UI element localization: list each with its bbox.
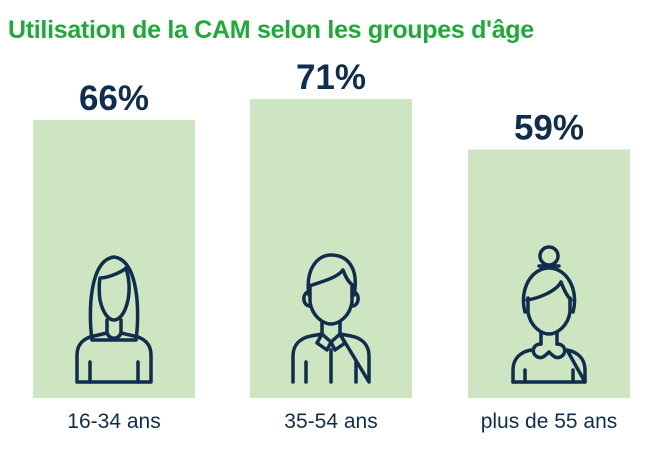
bar-1 [33,120,195,399]
bar-2 [250,98,412,398]
bar-3 [468,149,630,398]
value-label-3: 59% [514,108,584,147]
category-label-3: plus de 55 ans [481,410,618,433]
category-label-2: 35-54 ans [284,410,377,433]
value-label-2: 71% [296,58,366,97]
chart-title: Utilisation de la CAM selon les groupes … [8,16,534,44]
value-label-1: 66% [79,79,149,118]
category-label-1: 16-34 ans [67,410,160,433]
